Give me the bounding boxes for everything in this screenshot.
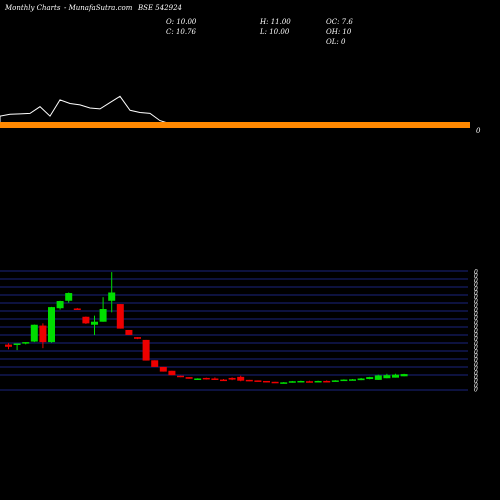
candle-body xyxy=(288,381,296,383)
candle-body xyxy=(82,316,90,324)
candle-body xyxy=(202,377,210,380)
candle-body xyxy=(280,382,288,384)
y-tick-label: 0 xyxy=(474,273,478,280)
y-tick-label: 0 xyxy=(474,269,478,276)
candle-body xyxy=(91,321,98,325)
y-tick-label: 0 xyxy=(474,349,478,356)
candle-body xyxy=(366,377,374,380)
y-tick-label: 0 xyxy=(474,366,478,373)
candle-body xyxy=(194,378,202,380)
candle-body xyxy=(177,375,184,378)
y-tick-label: 0 xyxy=(474,378,478,385)
y-tick-label: 0 xyxy=(474,387,478,394)
close-value: C: 10.76 xyxy=(166,28,196,36)
high-value: H: 11.00 xyxy=(260,18,291,26)
candle-body xyxy=(228,377,236,380)
candle-body xyxy=(383,375,391,379)
candle-body xyxy=(39,325,47,343)
candle-body xyxy=(73,308,81,310)
y-tick-label: 0 xyxy=(474,332,478,339)
candle-body xyxy=(349,379,356,381)
candle-body xyxy=(48,307,55,343)
candle-body xyxy=(297,380,305,383)
volume-marker: 0 xyxy=(476,127,481,135)
candle-body xyxy=(22,342,30,344)
y-tick-label: 0 xyxy=(474,315,478,322)
candle-body xyxy=(323,380,331,383)
y-tick-label: 0 xyxy=(474,353,478,360)
candle-body xyxy=(374,375,382,380)
y-tick-label: 0 xyxy=(474,294,478,301)
oc-value: OC: 7.6 xyxy=(326,18,353,26)
candle-body xyxy=(99,309,107,322)
volume-line xyxy=(0,95,470,127)
candle-body xyxy=(211,378,219,380)
y-tick-label: 0 xyxy=(474,303,478,310)
candle-body xyxy=(108,292,116,301)
y-tick-label: 0 xyxy=(474,361,478,368)
y-tick-label: 0 xyxy=(474,286,478,293)
low-value: L: 10.00 xyxy=(260,28,290,36)
y-tick-label: 0 xyxy=(474,319,478,326)
y-tick-label: 0 xyxy=(474,340,478,347)
candle-body xyxy=(159,366,167,372)
candle-body xyxy=(30,324,38,342)
candle-body xyxy=(125,329,133,335)
candle-body xyxy=(392,374,399,378)
candle-body xyxy=(13,343,21,345)
candle-body xyxy=(116,304,124,329)
ol-value: OL: 0 xyxy=(326,38,346,46)
candle-body xyxy=(134,337,141,339)
chart-site: - MunafaSutra.com xyxy=(64,4,133,12)
candle-body xyxy=(245,379,253,382)
y-tick-label: 0 xyxy=(474,290,478,297)
y-tick-label: 0 xyxy=(474,336,478,343)
candle-body xyxy=(271,381,279,384)
volume-band xyxy=(0,122,470,128)
y-tick-label: 0 xyxy=(474,324,478,331)
candle-body xyxy=(151,360,159,367)
y-tick-label: 0 xyxy=(474,328,478,335)
candle-body xyxy=(65,293,73,301)
y-tick-label: 0 xyxy=(474,282,478,289)
y-tick-label: 0 xyxy=(474,382,478,389)
y-tick-label: 0 xyxy=(474,277,478,284)
y-tick-label: 0 xyxy=(474,374,478,381)
candle-body xyxy=(5,344,12,347)
y-tick-label: 0 xyxy=(474,307,478,314)
y-tick-label: 0 xyxy=(474,345,478,352)
candle-body xyxy=(254,380,262,382)
candle-body xyxy=(340,379,348,382)
chart-symbol: BSE 542924 xyxy=(138,4,182,12)
candle-body xyxy=(220,379,227,382)
candle-body xyxy=(237,376,245,381)
y-tick-label: 0 xyxy=(474,298,478,305)
y-tick-label: 0 xyxy=(474,357,478,364)
candle-body xyxy=(168,370,176,376)
candle-body xyxy=(185,377,193,379)
open-value: O: 10.00 xyxy=(166,18,197,26)
candle-body xyxy=(314,380,322,383)
y-tick-label: 0 xyxy=(474,370,478,377)
oh-value: OH: 10 xyxy=(326,28,352,36)
candle-body xyxy=(306,381,313,383)
candle-body xyxy=(56,301,64,309)
candle-body xyxy=(142,339,150,361)
candle-body xyxy=(400,374,408,377)
candle-body xyxy=(357,378,365,381)
candle-body xyxy=(331,380,339,382)
y-tick-label: 0 xyxy=(474,311,478,318)
chart-brand: Monthly Charts xyxy=(5,4,61,12)
candle-body xyxy=(263,380,270,383)
